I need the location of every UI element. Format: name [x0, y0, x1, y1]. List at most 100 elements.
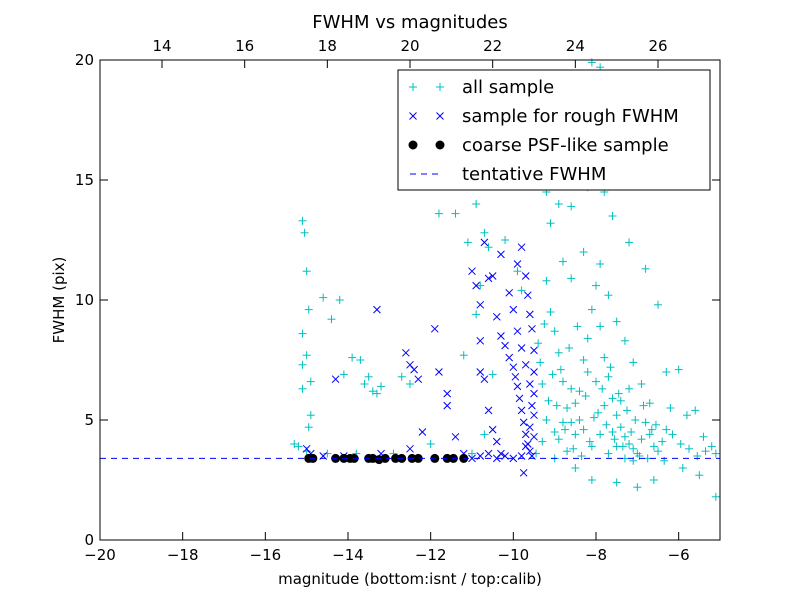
rough-fwhm-point [472, 281, 480, 290]
all-sample-point [654, 300, 662, 309]
all-sample-point [561, 425, 569, 434]
all-sample-point [594, 408, 603, 417]
all-sample-point [612, 317, 621, 326]
all-sample-point [674, 365, 683, 374]
all-sample-point [294, 442, 303, 451]
all-sample-point [372, 389, 381, 398]
rough-fwhm-point [414, 375, 423, 384]
all-sample-point [641, 264, 650, 273]
all-sample-point [558, 377, 567, 386]
legend-swatch-1 [436, 112, 444, 120]
all-sample-point [554, 348, 563, 357]
all-sample-point [662, 368, 671, 376]
all-sample-point [532, 449, 541, 458]
all-sample-point [298, 360, 307, 369]
all-sample-point [556, 365, 565, 374]
all-sample-point [625, 440, 634, 448]
all-sample-point [536, 358, 545, 367]
all-sample-point [542, 276, 551, 285]
rough-fwhm-point [515, 394, 524, 403]
rough-fwhm-point [484, 449, 493, 458]
all-sample-point [623, 406, 631, 415]
all-sample-point [567, 418, 576, 427]
all-sample-point [550, 327, 559, 336]
all-sample-point [306, 411, 315, 420]
all-sample-point [654, 447, 662, 456]
chart-title: FWHM vs magnitudes [312, 12, 507, 33]
all-sample-point [319, 293, 328, 302]
rough-fwhm-point [373, 305, 381, 314]
all-sample-point [534, 339, 543, 348]
all-sample-point [691, 406, 700, 415]
y-tick-label: 0 [84, 531, 94, 549]
all-sample-point [583, 334, 592, 343]
all-sample-point [606, 363, 615, 372]
all-sample-point [682, 411, 691, 420]
all-sample-point [627, 428, 636, 436]
all-sample-point [610, 435, 619, 444]
all-sample-point [639, 401, 648, 410]
all-sample-point [480, 430, 489, 439]
all-sample-point [302, 351, 311, 360]
top-tick-label: 16 [235, 37, 254, 55]
all-sample-point [348, 353, 357, 362]
all-sample-point [558, 418, 567, 427]
y-tick-label: 15 [75, 171, 94, 189]
all-sample-point [451, 209, 460, 218]
all-sample-point [583, 368, 592, 376]
all-sample-point [513, 267, 522, 276]
rough-fwhm-point [530, 368, 538, 376]
top-tick-label: 14 [152, 37, 171, 55]
all-sample-point [596, 430, 605, 439]
all-sample-point [554, 200, 563, 208]
legend-label: coarse PSF-like sample [462, 135, 669, 156]
rough-fwhm-point [435, 368, 443, 376]
rough-fwhm-point [530, 432, 538, 441]
rough-fwhm-point [517, 243, 526, 252]
all-sample-point [587, 442, 596, 451]
rough-fwhm-point [528, 324, 536, 333]
all-sample-point [620, 432, 629, 441]
x-tick-label: −18 [167, 546, 199, 564]
all-sample-point [600, 353, 609, 362]
all-sample-point [544, 396, 553, 405]
all-sample-point [662, 425, 671, 434]
y-axis-label: FWHM (pix) [50, 257, 68, 344]
all-sample-point [604, 372, 613, 381]
all-sample-point [647, 425, 656, 434]
rough-fwhm-point [406, 444, 414, 453]
all-sample-point [569, 444, 578, 453]
rough-fwhm-point [526, 310, 534, 319]
rough-fwhm-point [476, 368, 485, 376]
all-sample-point [306, 377, 315, 386]
y-tick-label: 5 [84, 411, 94, 429]
all-sample-point [587, 305, 596, 314]
all-sample-point [699, 432, 708, 441]
all-sample-point [608, 394, 617, 403]
all-sample-point [476, 281, 485, 290]
legend-label: all sample [462, 77, 554, 98]
rough-fwhm-point [530, 411, 538, 420]
all-sample-point [571, 464, 580, 472]
all-sample-point [290, 440, 299, 448]
rough-fwhm-point [519, 418, 528, 427]
rough-fwhm-point [513, 260, 522, 268]
all-sample-point [472, 200, 481, 208]
all-sample-point [542, 416, 551, 424]
top-tick-label: 24 [566, 37, 585, 55]
all-sample-point [468, 449, 476, 458]
all-sample-point [548, 370, 557, 379]
legend-label: tentative FWHM [462, 164, 606, 185]
x-axis-label: magnitude (bottom:isnt / top:calib) [278, 570, 542, 588]
rough-fwhm-point [509, 363, 518, 372]
all-sample-point [575, 416, 584, 424]
all-sample-point [581, 392, 590, 400]
all-sample-point [658, 437, 667, 446]
all-sample-point [480, 228, 489, 237]
all-sample-point [637, 435, 646, 444]
all-sample-point [558, 257, 567, 266]
all-sample-point [426, 440, 435, 448]
legend-swatch-1 [409, 112, 417, 120]
rough-fwhm-point [519, 468, 528, 477]
all-sample-point [563, 447, 572, 456]
